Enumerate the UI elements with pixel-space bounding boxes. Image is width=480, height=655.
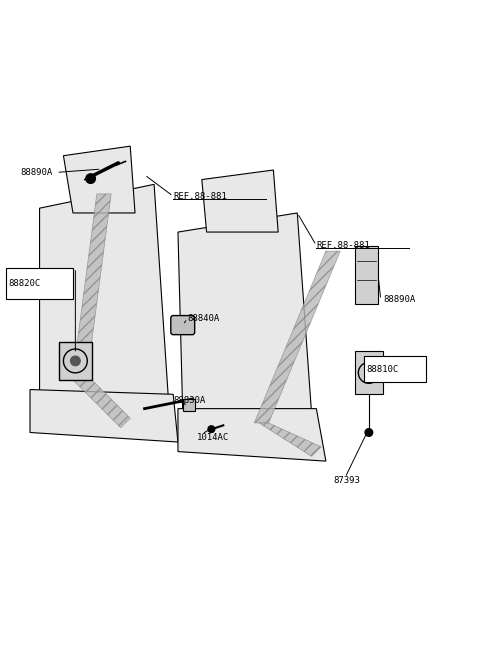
Bar <box>355 246 378 304</box>
Bar <box>355 351 383 394</box>
Text: REF.88-881: REF.88-881 <box>316 241 370 250</box>
Text: 87393: 87393 <box>333 476 360 485</box>
Polygon shape <box>39 184 168 399</box>
Circle shape <box>86 174 96 183</box>
Circle shape <box>365 428 372 436</box>
Text: 1014AC: 1014AC <box>197 433 229 441</box>
Polygon shape <box>63 146 135 213</box>
Bar <box>59 342 92 380</box>
Bar <box>6 268 73 299</box>
Text: 88890A: 88890A <box>21 168 53 177</box>
Polygon shape <box>178 213 312 413</box>
FancyBboxPatch shape <box>171 316 195 335</box>
Polygon shape <box>73 194 111 375</box>
Text: 88840A: 88840A <box>188 314 220 323</box>
Polygon shape <box>68 365 130 428</box>
Circle shape <box>71 356 80 365</box>
Bar <box>183 399 195 411</box>
Polygon shape <box>259 423 321 457</box>
Bar <box>364 356 426 383</box>
Text: 88830A: 88830A <box>173 396 205 405</box>
Text: 88810C: 88810C <box>366 365 399 373</box>
Text: 88890A: 88890A <box>383 295 415 305</box>
Text: REF.88-881: REF.88-881 <box>173 192 227 201</box>
Polygon shape <box>202 170 278 232</box>
Polygon shape <box>178 409 326 461</box>
Circle shape <box>365 369 372 377</box>
Polygon shape <box>30 390 178 442</box>
Polygon shape <box>254 251 340 423</box>
Circle shape <box>208 426 215 432</box>
Text: 88820C: 88820C <box>9 278 41 288</box>
